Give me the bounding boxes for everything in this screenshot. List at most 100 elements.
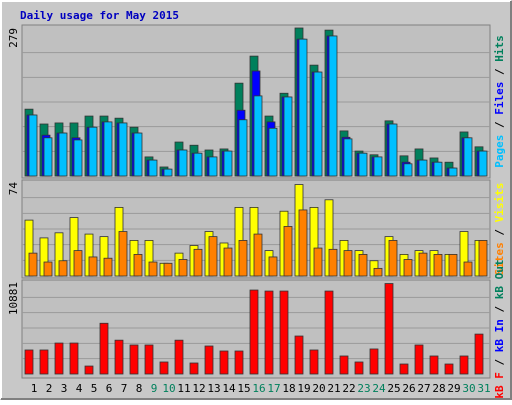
bar [88,126,98,177]
legend: kB F / kB In / kB Out [493,259,506,398]
bar [249,289,259,375]
bar [234,350,244,375]
bar [399,363,409,375]
bar [223,150,233,177]
x-tick-label: 14 [222,382,236,395]
x-tick-label: 23 [357,382,370,395]
bar [238,240,248,277]
y-tick-label: 279 [7,28,20,48]
x-tick-label: 4 [76,382,83,395]
bar [433,161,443,177]
bar [163,168,173,177]
bar [39,349,49,375]
x-tick-label: 31 [477,382,490,395]
bar [268,127,278,177]
x-tick-label: 7 [121,382,128,395]
bar [58,260,68,277]
legend-separator: / [493,299,506,319]
legend-item: Visits [493,183,506,223]
y-tick-label: 10881 [7,282,20,315]
legend-separator: / [493,222,506,242]
x-tick-label: 20 [312,382,325,395]
bar [369,348,379,375]
x-tick-label: 21 [327,382,340,395]
x-tick-label: 11 [177,382,190,395]
bar [208,236,218,277]
bar [144,344,154,375]
legend-separator: / [493,352,506,372]
bar [418,159,428,177]
bar [159,361,169,375]
bar [103,257,113,277]
bar [118,231,128,277]
bar [388,240,398,277]
bar [58,132,68,177]
bar [148,159,158,177]
bar [28,114,38,177]
x-tick-label: 15 [237,382,250,395]
bar [358,254,368,277]
bar [178,149,188,177]
bar [358,152,368,177]
bar [88,256,98,277]
legend-item: Sites [493,242,506,275]
bar [133,254,143,277]
legend-separator: / [493,62,506,82]
bar [253,95,263,177]
bar [24,349,34,375]
bar [448,254,458,277]
bar [324,290,334,375]
bar [264,290,274,375]
bar [298,38,308,177]
x-tick-label: 24 [372,382,386,395]
bar [279,290,289,375]
bar [238,119,248,177]
x-tick-label: 10 [162,382,175,395]
x-tick-label: 18 [282,382,295,395]
bar [429,355,439,375]
bar [283,96,293,177]
bar [463,137,473,177]
bar [478,240,488,277]
bar [388,123,398,177]
bar [103,121,113,177]
bar [174,339,184,375]
x-tick-label: 3 [61,382,68,395]
bar [73,139,83,177]
bar [373,156,383,177]
legend: Pages / Files / Hits [493,35,506,168]
bar [163,262,173,277]
legend-item: kB In [493,319,506,352]
bar [403,259,413,277]
bar [328,35,338,177]
x-tick-label: 6 [106,382,113,395]
x-tick-label: 16 [252,382,265,395]
bar [189,362,199,375]
x-tick-label: 8 [136,382,143,395]
bar [433,254,443,277]
bar [294,335,304,375]
legend-item: kB F [493,372,506,399]
bar [313,247,323,277]
bar [373,267,383,277]
x-tick-label: 30 [462,382,475,395]
bar [268,256,278,277]
bar [354,361,364,375]
bar [343,138,353,177]
x-tick-label: 17 [267,382,280,395]
bar [204,345,214,375]
legend-item: kB Out [493,259,506,299]
bar [43,137,53,177]
x-tick-label: 25 [387,382,400,395]
bar [343,250,353,277]
bar [298,209,308,277]
bar [463,261,473,277]
bar [69,342,79,375]
bar [328,248,338,277]
legend-separator: / [493,115,506,135]
bar [309,349,319,375]
